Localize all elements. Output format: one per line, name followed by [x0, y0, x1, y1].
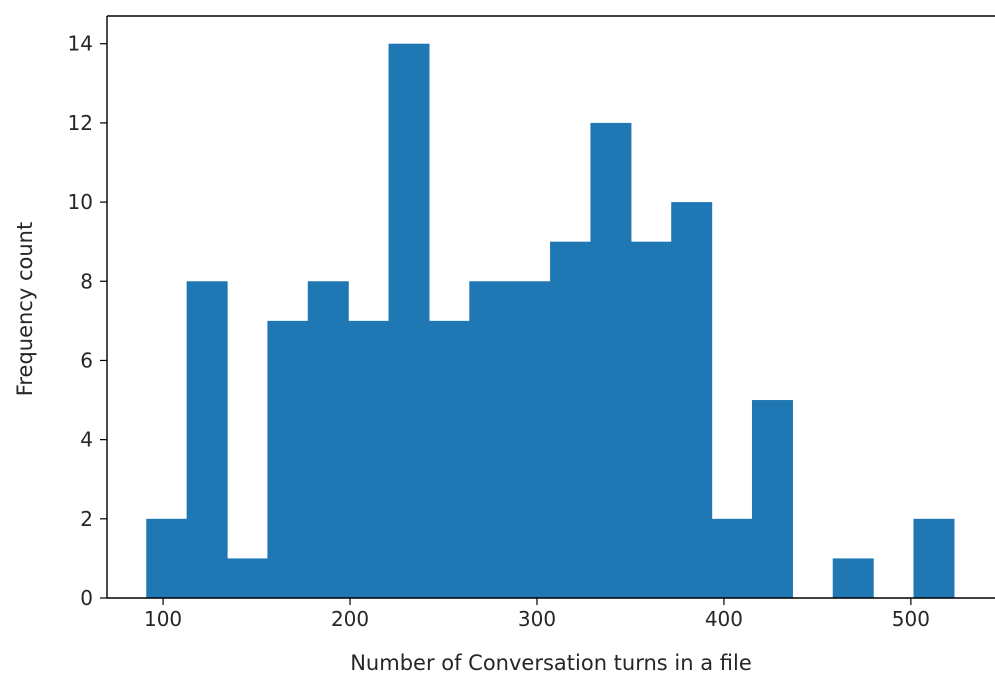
x-tick-label: 100: [144, 607, 182, 631]
y-tick-label: 6: [80, 348, 93, 372]
x-tick-label: 400: [705, 607, 743, 631]
x-tick-label: 300: [518, 607, 556, 631]
bars-layer: [146, 43, 955, 599]
y-axis-label: Frequency count: [13, 222, 37, 396]
histogram-bar: [913, 518, 955, 598]
histogram-bar: [671, 202, 713, 598]
histogram-bar: [711, 518, 753, 598]
histogram-bar: [307, 281, 349, 598]
histogram-bar: [428, 320, 470, 598]
histogram-bar: [348, 320, 390, 598]
histogram-bar: [630, 241, 672, 598]
histogram-bar: [146, 518, 188, 598]
x-tick-label: 200: [331, 607, 369, 631]
histogram-bar: [751, 400, 793, 598]
histogram-bar: [590, 122, 632, 599]
histogram-bar: [509, 281, 551, 598]
histogram-bar: [550, 241, 592, 598]
histogram-bar: [469, 281, 511, 598]
y-tick-label: 8: [80, 269, 93, 293]
histogram-bar: [186, 281, 228, 598]
histogram-bar: [388, 43, 430, 598]
y-tick-label: 14: [68, 32, 93, 56]
histogram-bar: [267, 320, 309, 598]
axes-layer: 100 200 300 400 500 0 2 4 6 8 10 12 14: [68, 15, 995, 631]
x-tick-label: 500: [892, 607, 930, 631]
histogram-bar: [832, 558, 874, 598]
histogram-bar: [227, 558, 269, 598]
y-tick-label: 12: [68, 111, 93, 135]
y-tick-label: 4: [80, 428, 93, 452]
x-axis-label: Number of Conversation turns in a file: [350, 651, 752, 675]
y-tick-label: 2: [80, 507, 93, 531]
y-tick-label: 0: [80, 586, 93, 610]
y-tick-label: 10: [68, 190, 93, 214]
